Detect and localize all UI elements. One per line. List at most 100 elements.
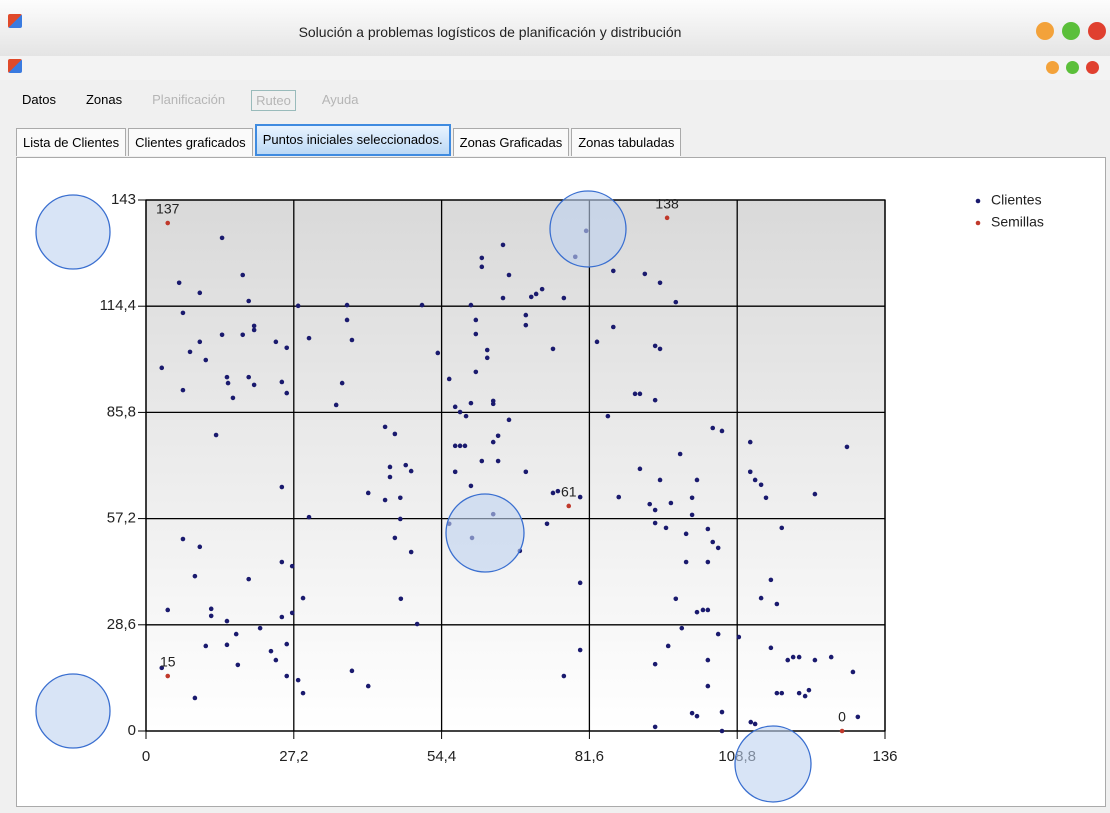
- tab[interactable]: Zonas Graficadas: [452, 128, 570, 156]
- data-point: [719, 728, 725, 734]
- data-point: [611, 324, 616, 330]
- data-point: [539, 286, 545, 292]
- tab-selected[interactable]: Puntos iniciales seleccionados.: [254, 124, 451, 156]
- data-point: [365, 683, 371, 689]
- data-point: [446, 521, 452, 527]
- data-point: [382, 424, 388, 430]
- legend-label: Semillas: [991, 214, 1044, 230]
- data-point: [700, 607, 706, 613]
- data-point: [165, 673, 171, 679]
- data-point: [289, 563, 295, 569]
- app-icon: [8, 14, 22, 28]
- data-point: [295, 303, 301, 309]
- data-point: [240, 332, 246, 338]
- data-point: [300, 595, 306, 601]
- legend-marker: [975, 220, 981, 226]
- data-point: [637, 466, 643, 472]
- data-point: [752, 477, 758, 483]
- data-point: [306, 514, 312, 520]
- data-point: [561, 295, 567, 301]
- data-point: [452, 443, 458, 449]
- data-point: [694, 477, 700, 483]
- data-point: [473, 317, 479, 323]
- data-point: [257, 625, 263, 631]
- data-point: [652, 520, 658, 526]
- tab[interactable]: Lista de Clientes: [16, 128, 127, 156]
- data-point: [705, 559, 711, 565]
- child-close[interactable]: [1086, 61, 1099, 74]
- data-point: [230, 395, 236, 401]
- data-point: [484, 355, 490, 361]
- data-point: [710, 539, 716, 545]
- data-point: [233, 631, 239, 637]
- close-button[interactable]: [1088, 22, 1106, 40]
- y-tick-label: 0: [128, 722, 136, 739]
- data-point: [408, 549, 414, 555]
- child-icon: [8, 59, 22, 73]
- data-point: [605, 413, 611, 419]
- data-point: [550, 490, 556, 496]
- data-point: [403, 462, 409, 468]
- data-point: [203, 357, 209, 363]
- data-point: [468, 483, 474, 489]
- menu-item[interactable]: Zonas: [85, 92, 123, 107]
- data-point: [300, 690, 306, 696]
- data-point: [683, 531, 689, 537]
- data-point: [219, 235, 225, 241]
- data-point: [533, 291, 539, 297]
- data-point: [197, 339, 203, 345]
- data-point: [705, 607, 711, 613]
- tab[interactable]: Clientes graficados: [128, 128, 253, 156]
- minimize-button[interactable]: [1036, 22, 1054, 40]
- data-point: [855, 714, 861, 720]
- data-point: [572, 254, 578, 260]
- data-point: [382, 497, 388, 503]
- data-point: [495, 433, 501, 439]
- data-point: [180, 310, 186, 316]
- data-point: [806, 687, 812, 693]
- data-point: [251, 382, 257, 388]
- data-point: [828, 654, 834, 660]
- data-point: [632, 391, 638, 397]
- y-tick-label: 57,2: [107, 510, 136, 527]
- data-point: [176, 280, 182, 286]
- menu-item[interactable]: Datos: [22, 92, 56, 107]
- data-point: [561, 673, 567, 679]
- data-point: [779, 525, 785, 531]
- data-point: [679, 625, 685, 631]
- plot-border: [145, 199, 886, 732]
- data-point: [758, 595, 764, 601]
- data-point: [705, 657, 711, 663]
- data-point: [414, 621, 420, 627]
- data-point: [664, 215, 670, 221]
- data-point: [159, 365, 165, 371]
- data-point: [203, 643, 209, 649]
- data-point: [398, 596, 404, 602]
- data-point: [652, 724, 658, 730]
- tab[interactable]: Zonas tabuladas: [571, 128, 682, 156]
- data-point: [500, 242, 506, 248]
- data-point: [251, 327, 257, 333]
- data-point: [719, 709, 725, 715]
- child-maximize[interactable]: [1066, 61, 1079, 74]
- child-minimize[interactable]: [1046, 61, 1059, 74]
- data-point: [652, 661, 658, 667]
- data-point: [844, 444, 850, 450]
- data-point: [736, 634, 742, 640]
- data-point: [279, 379, 285, 385]
- data-point: [419, 302, 425, 308]
- data-point: [273, 657, 279, 663]
- data-point: [668, 500, 674, 506]
- data-point: [484, 347, 490, 353]
- menu-item: Planificación: [152, 92, 226, 107]
- data-point: [812, 657, 818, 663]
- data-point: [284, 641, 290, 647]
- data-point: [398, 516, 403, 522]
- data-point: [768, 645, 774, 651]
- y-tick-label: 143: [111, 191, 136, 208]
- data-point: [677, 451, 683, 457]
- data-point: [333, 402, 339, 408]
- maximize-button[interactable]: [1062, 22, 1080, 40]
- data-point: [652, 397, 658, 403]
- data-point: [566, 503, 572, 509]
